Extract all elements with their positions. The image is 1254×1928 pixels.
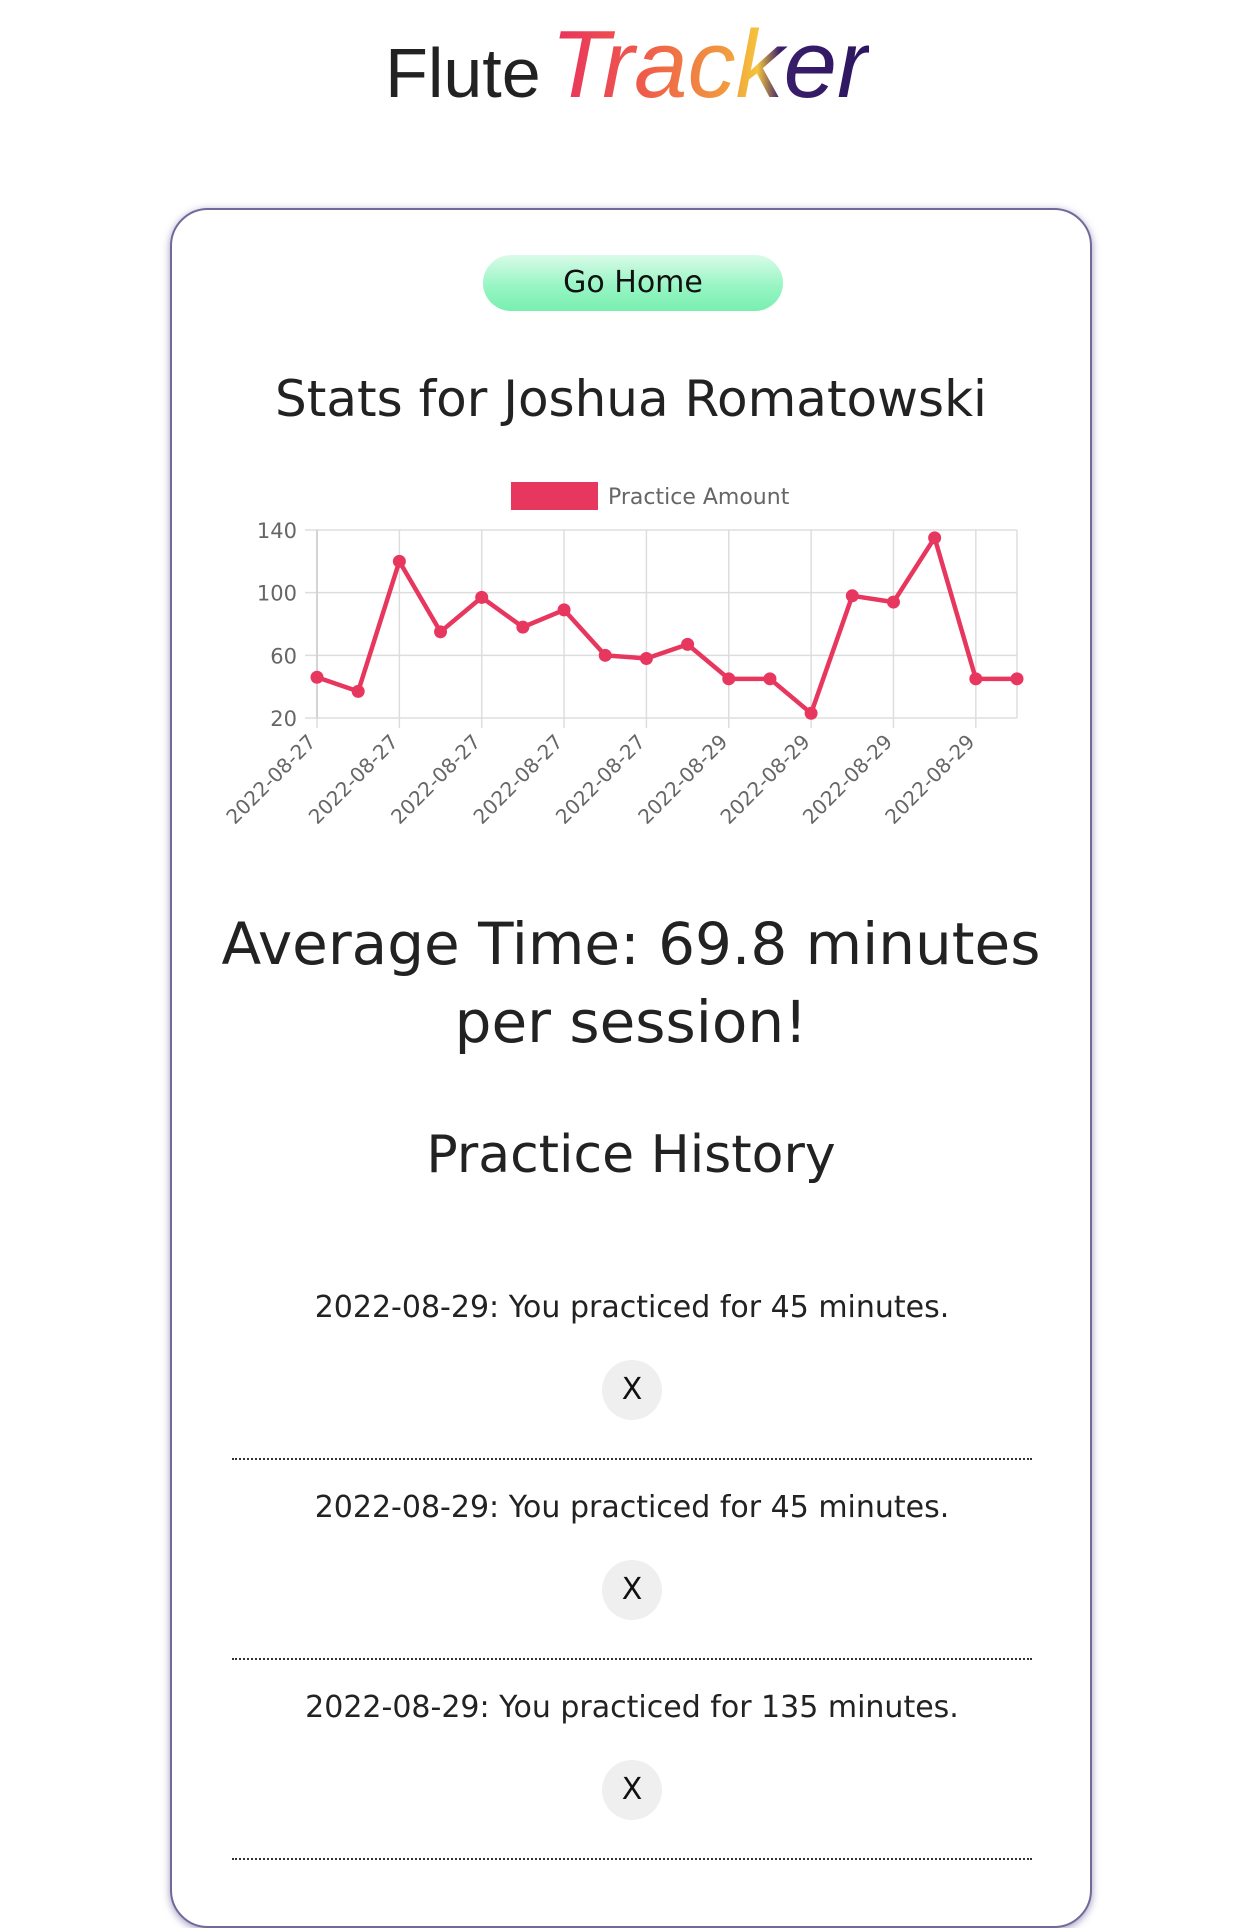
data-point bbox=[475, 590, 489, 604]
data-point bbox=[434, 625, 448, 639]
delete-entry-button[interactable]: X bbox=[602, 1560, 662, 1620]
data-point bbox=[845, 589, 859, 603]
history-entry: 2022-08-29: You practiced for 135 minute… bbox=[232, 1660, 1032, 1860]
stats-title: Stats for Joshua Romatowski bbox=[275, 370, 987, 428]
history-entry-text: 2022-08-29: You practiced for 135 minute… bbox=[305, 1690, 959, 1725]
history-entry-text: 2022-08-29: You practiced for 45 minutes… bbox=[314, 1490, 950, 1525]
data-point bbox=[557, 603, 571, 617]
series-line-practice-amount bbox=[316, 535, 1017, 716]
stats-card: Go Home Stats for Joshua Romatowski Prac… bbox=[170, 208, 1092, 1928]
data-point bbox=[681, 637, 695, 651]
y-tick-label: 60 bbox=[270, 644, 297, 668]
practice-history-title: Practice History bbox=[426, 1125, 836, 1185]
y-tick-label: 100 bbox=[257, 582, 297, 606]
data-point bbox=[969, 672, 983, 686]
data-point bbox=[598, 648, 612, 662]
data-point bbox=[392, 554, 406, 568]
practice-chart: Practice Amount20601001402022-08-272022-… bbox=[222, 482, 1024, 829]
data-point bbox=[351, 684, 365, 698]
data-point bbox=[722, 672, 736, 686]
delete-entry-button[interactable]: X bbox=[602, 1360, 662, 1420]
x-tick-label: 2022-08-29 bbox=[880, 730, 979, 829]
data-point bbox=[928, 531, 942, 545]
y-tick-label: 20 bbox=[270, 707, 297, 731]
data-point bbox=[804, 706, 818, 720]
y-tick-label: 140 bbox=[257, 519, 297, 543]
legend-label: Practice Amount bbox=[608, 485, 790, 510]
data-point bbox=[310, 670, 324, 684]
legend-swatch bbox=[511, 482, 598, 510]
data-point bbox=[763, 672, 777, 686]
data-point bbox=[639, 651, 653, 665]
history-entry: 2022-08-29: You practiced for 45 minutes… bbox=[232, 1260, 1032, 1460]
data-point bbox=[886, 595, 900, 609]
data-point bbox=[1010, 672, 1024, 686]
history-entry-text: 2022-08-29: You practiced for 45 minutes… bbox=[314, 1290, 950, 1325]
go-home-button[interactable]: Go Home bbox=[483, 255, 783, 311]
app-logo: Flute Tracker bbox=[0, 10, 1254, 120]
logo-text-flute: Flute bbox=[385, 34, 541, 112]
data-point bbox=[516, 620, 530, 634]
average-time-text: Average Time: 69.8 minutes per session! bbox=[221, 910, 1041, 1056]
delete-entry-button[interactable]: X bbox=[602, 1760, 662, 1820]
history-entry: 2022-08-29: You practiced for 45 minutes… bbox=[232, 1460, 1032, 1660]
logo-text-tracker: Tracker bbox=[550, 11, 869, 118]
